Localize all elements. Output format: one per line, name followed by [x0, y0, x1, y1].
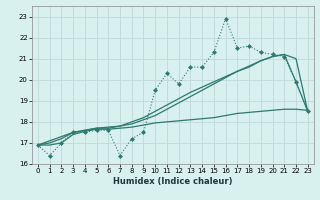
- X-axis label: Humidex (Indice chaleur): Humidex (Indice chaleur): [113, 177, 233, 186]
